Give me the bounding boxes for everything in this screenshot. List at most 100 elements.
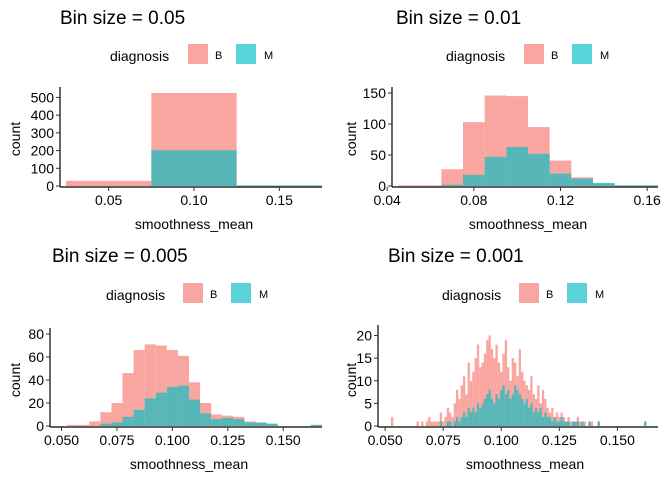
bar-M [488, 389, 491, 426]
bar-B [446, 407, 450, 426]
bar-M [514, 385, 517, 426]
panel-4: Bin size = 0.001 diagnosis B M 0.050 0.07… [343, 246, 658, 472]
bar-M [532, 412, 535, 426]
bar-B [458, 398, 461, 426]
bar-M [523, 403, 526, 426]
x-axis-label: smoothness_mean [469, 216, 587, 232]
bar-M [166, 386, 178, 426]
chart-title: Bin size = 0.01 [396, 8, 521, 29]
bar-M [506, 146, 528, 186]
bar-B [390, 416, 394, 426]
bar-B [122, 373, 134, 426]
bar-M [481, 403, 484, 426]
legend-key-B [519, 283, 539, 303]
bar-B [521, 371, 524, 426]
bar-M [479, 407, 482, 426]
bar-M [534, 407, 538, 426]
legend-label-M: M [600, 50, 609, 62]
y-tick-label: 20 [28, 395, 44, 411]
bar-B [504, 340, 508, 426]
y-axis-label: count [343, 363, 359, 397]
panel-2: Bin size = 0.01 diagnosis B M 0.04 0.08 0.… [343, 8, 661, 232]
bar-B [155, 345, 167, 426]
x-tick-label: 0.08 [460, 192, 487, 208]
bar-B [555, 412, 559, 426]
bar-M [555, 421, 559, 426]
bar-M [530, 403, 533, 426]
bar-M [521, 398, 524, 426]
bar-M [233, 419, 245, 426]
bar-M [504, 394, 508, 426]
bar-B [472, 371, 475, 426]
bar-B [558, 416, 561, 426]
bar-B [497, 362, 501, 426]
bar-B [455, 389, 459, 426]
x-tick-label: 0.075 [426, 432, 461, 448]
legend-label-M: M [259, 289, 268, 301]
bar-B [541, 389, 545, 426]
x-axis-label: smoothness_mean [135, 216, 253, 232]
x-tick-label: 0.050 [44, 432, 79, 448]
bar-B [532, 394, 535, 426]
bar-M [497, 398, 501, 426]
bar-M [100, 423, 112, 426]
bar-M [460, 416, 463, 426]
y-tick-label: 5 [364, 395, 372, 411]
bar-B [583, 421, 587, 426]
legend: diagnosis B M [446, 44, 609, 64]
y-tick-label: 0 [36, 418, 44, 434]
legend-key-B [188, 44, 208, 64]
bar-B [576, 416, 580, 426]
bar-M [493, 403, 496, 426]
x-tick-label: 0.16 [634, 192, 661, 208]
bar-M [490, 398, 494, 426]
y-axis-label: count [343, 122, 359, 156]
y-tick-label: 15 [356, 350, 372, 366]
bar-B [569, 421, 573, 426]
x-axis-label: smoothness_mean [466, 456, 584, 472]
y-tick-label: 300 [31, 125, 55, 141]
bar-B [430, 421, 433, 426]
bar-M [111, 422, 123, 426]
x-tick-label: 0.10 [180, 192, 207, 208]
bar-B [460, 385, 463, 426]
bar-M [472, 407, 475, 426]
bar-M [441, 184, 463, 186]
bar-M [266, 423, 278, 426]
bar-B [428, 416, 431, 426]
bar-B [144, 344, 156, 426]
bar-M [507, 389, 510, 426]
bar-M [236, 185, 322, 187]
bar-M [155, 392, 167, 426]
bar-M [518, 394, 521, 426]
bar-M [527, 407, 531, 426]
legend-label-B: B [546, 289, 553, 301]
bar-B [425, 421, 429, 426]
legend-key-B [524, 44, 544, 64]
chart-title: Bin size = 0.005 [52, 246, 188, 267]
bar-M [483, 398, 487, 426]
bar-B [476, 344, 480, 426]
bar-M [581, 421, 584, 426]
bar-M [541, 416, 545, 426]
bar-B [419, 185, 442, 187]
legend-label-B: B [551, 50, 558, 62]
bar-B [437, 421, 440, 426]
bar-B [89, 421, 101, 426]
plot-area: 0.050 0.075 0.100 0.125 0.150 0 5 10 15 20 [356, 325, 658, 448]
bar-M [511, 394, 515, 426]
bar-B [421, 421, 424, 426]
bar-M [576, 421, 580, 426]
bar-B [490, 349, 494, 426]
bar-B [488, 335, 491, 426]
bar-M [567, 421, 570, 426]
x-tick-label: 0.125 [210, 432, 245, 448]
bar-M [476, 403, 480, 426]
x-tick-label: 0.15 [266, 192, 293, 208]
bar-M [553, 416, 556, 426]
y-tick-label: 400 [31, 107, 55, 123]
bar-B [449, 412, 452, 426]
bar-M [644, 421, 647, 426]
bar-B [551, 407, 554, 426]
bar-B [439, 412, 443, 426]
